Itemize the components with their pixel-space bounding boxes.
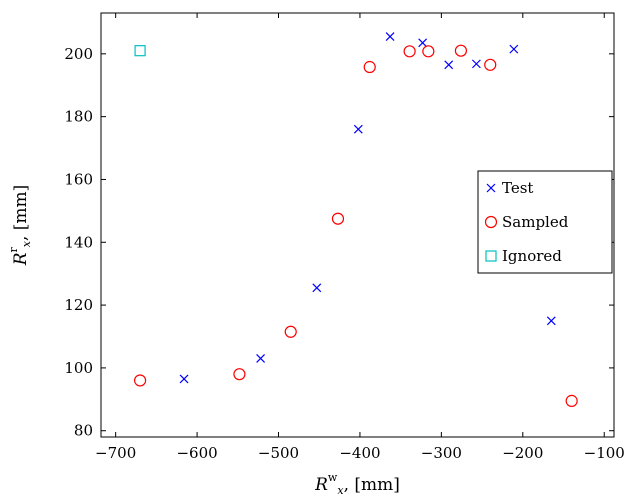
data-points [133,32,578,407]
test-point [546,316,556,326]
legend-ignored-label: Ignored [502,247,562,265]
sampled-point [233,368,246,381]
sampled-point [403,45,416,58]
legend-test-label: Test [502,179,533,197]
legend: Test Sampled Ignored [477,170,613,274]
test-point [256,354,266,363]
legend-box [477,170,613,274]
x-axis-label-symbol: R [314,475,328,495]
test-point [509,44,519,54]
y-axis-label-unit: , [mm] [11,185,31,241]
sampled-point [284,325,297,338]
y-axis-label-symbol: R [11,252,31,266]
y-tick-label: 140 [64,233,93,251]
test-point [353,124,363,134]
y-axis-label-sup: r [7,246,20,252]
legend-test-marker [486,183,496,193]
x-axis-label-sup: w [328,471,338,484]
sampled-point [133,374,147,387]
x-tick-label: −300 [421,444,462,462]
test-point [385,32,395,41]
axis-tick-labels: −700 −600 −500 −400 −300 −200 −100 80 100 120 140 1… [64,45,624,462]
x-tick-label: −100 [584,444,625,462]
sampled-point [331,212,345,225]
x-tick-label: −700 [95,444,136,462]
x-tick-label: −400 [339,444,380,462]
sampled-point [484,58,497,71]
sampled-point [454,44,468,57]
test-point [312,283,322,293]
ignored-point [134,45,146,57]
x-tick-label: −600 [176,444,217,462]
x-axis-label: Rwx, [mm] [314,471,400,497]
sampled-point [363,60,376,74]
y-tick-label: 180 [64,108,93,126]
legend-sampled-marker [484,215,498,229]
x-tick-label: −500 [258,444,299,462]
y-tick-label: 160 [64,170,93,188]
y-axis-label-sub: x [20,240,33,247]
y-axis-label: Rrx, [mm] [7,185,33,267]
plot-frame [100,12,615,438]
y-tick-label: 80 [74,422,93,440]
sampled-point [565,394,578,407]
test-point [418,38,428,48]
sampled-point [422,45,435,58]
test-point [444,60,454,70]
y-tick-label: 100 [64,359,93,377]
x-axis-label-sub: x [337,484,344,497]
y-tick-label: 120 [64,296,93,314]
y-tick-label: 200 [64,45,93,63]
test-point [471,59,481,69]
x-axis-label-unit: , [mm] [344,475,400,495]
legend-sampled-label: Sampled [502,213,569,231]
x-tick-label: −200 [502,444,543,462]
test-point [179,374,189,384]
legend-ignored-marker [485,250,497,262]
